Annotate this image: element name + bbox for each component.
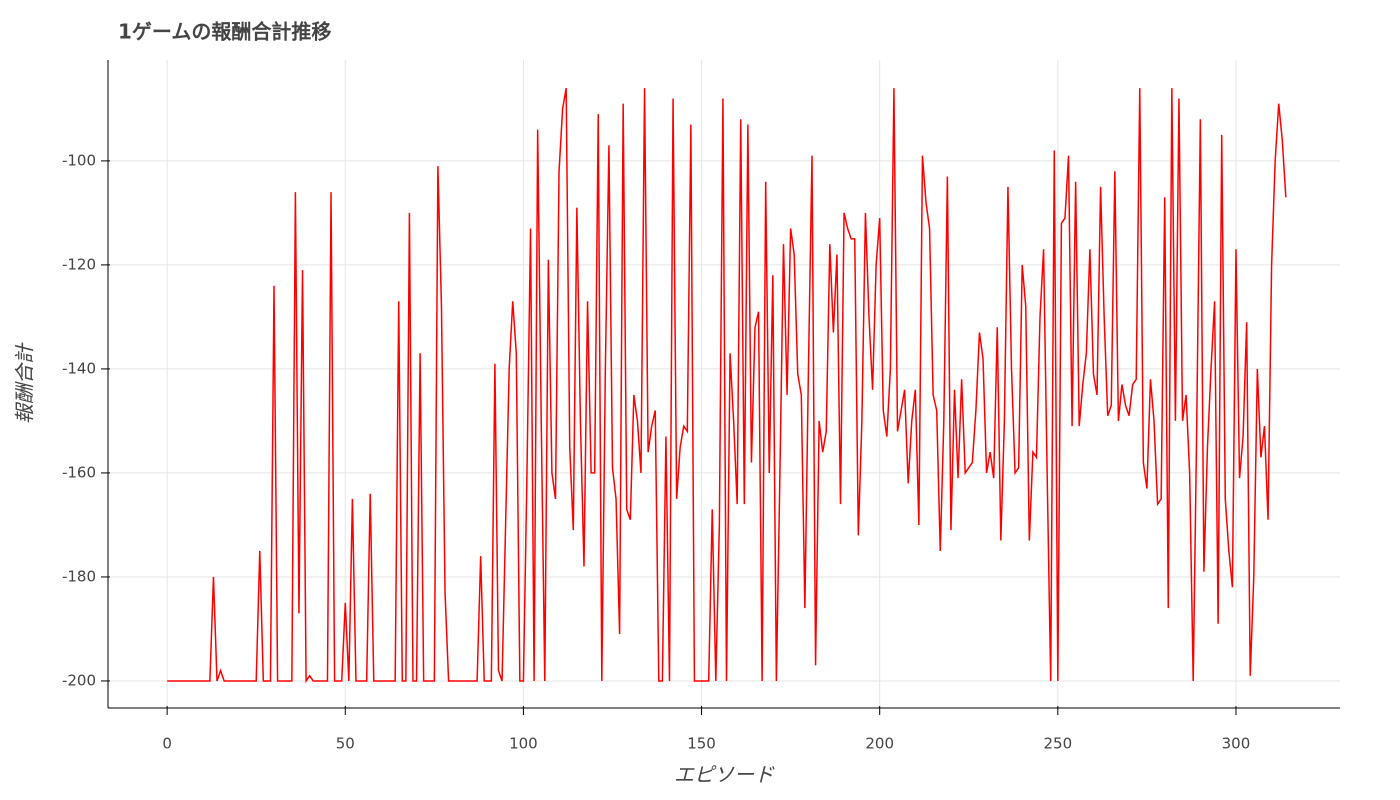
x-tick-label: 300	[1222, 735, 1251, 753]
y-tick-label: -120	[62, 255, 96, 273]
x-tick-label: 200	[865, 735, 894, 753]
y-tick-label: -200	[62, 671, 96, 689]
chart-title: 1ゲームの報酬合計推移	[118, 20, 331, 44]
data-line	[167, 87, 1287, 684]
x-tick-label: 250	[1044, 735, 1073, 753]
x-tick-label: 150	[687, 735, 716, 753]
y-tick-label: -180	[62, 567, 96, 585]
x-tick-label: 50	[336, 735, 355, 753]
x-tick-label: 0	[162, 735, 172, 753]
y-axis-label: 報酬合計	[13, 342, 37, 424]
y-tick-label: -160	[62, 463, 96, 481]
y-tick-label: -140	[62, 359, 96, 377]
x-axis-label: エピソード	[674, 763, 775, 787]
x-tick-label: 100	[509, 735, 538, 753]
y-tick-label: -100	[62, 151, 96, 169]
